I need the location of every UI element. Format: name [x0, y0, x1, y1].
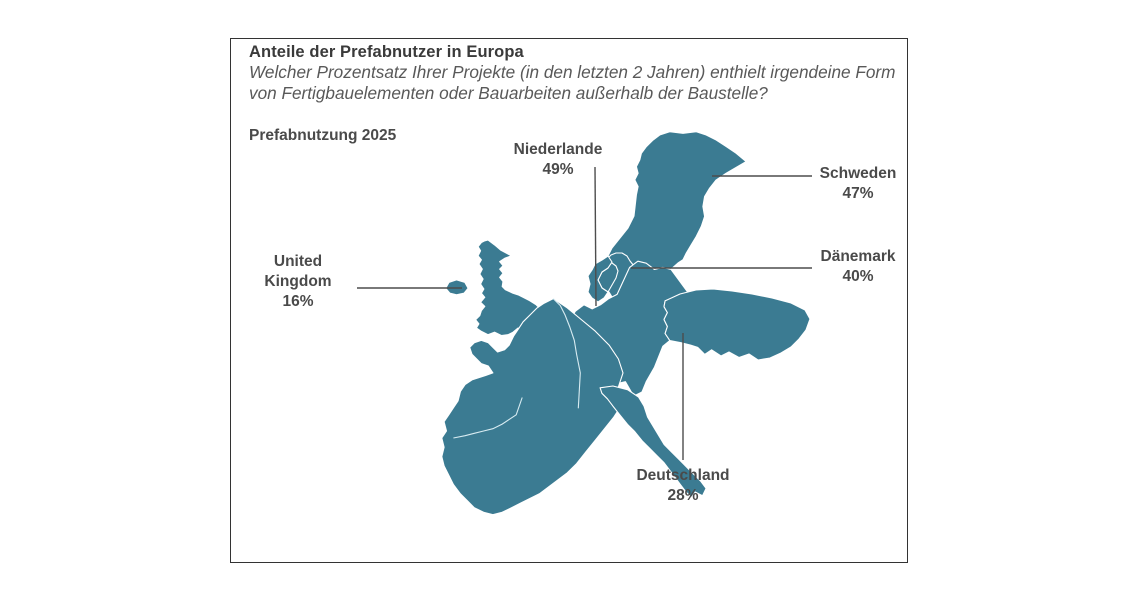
svg-text:Schweden: Schweden	[820, 165, 897, 182]
svg-text:United: United	[274, 253, 322, 270]
svg-text:28%: 28%	[667, 487, 698, 504]
svg-text:49%: 49%	[542, 161, 573, 178]
svg-text:40%: 40%	[842, 268, 873, 285]
svg-text:Kingdom: Kingdom	[264, 273, 331, 290]
svg-text:47%: 47%	[842, 185, 873, 202]
svg-text:16%: 16%	[282, 293, 313, 310]
svg-text:Dänemark: Dänemark	[821, 248, 896, 265]
svg-text:Niederlande: Niederlande	[514, 141, 603, 158]
svg-text:Deutschland: Deutschland	[636, 467, 729, 484]
